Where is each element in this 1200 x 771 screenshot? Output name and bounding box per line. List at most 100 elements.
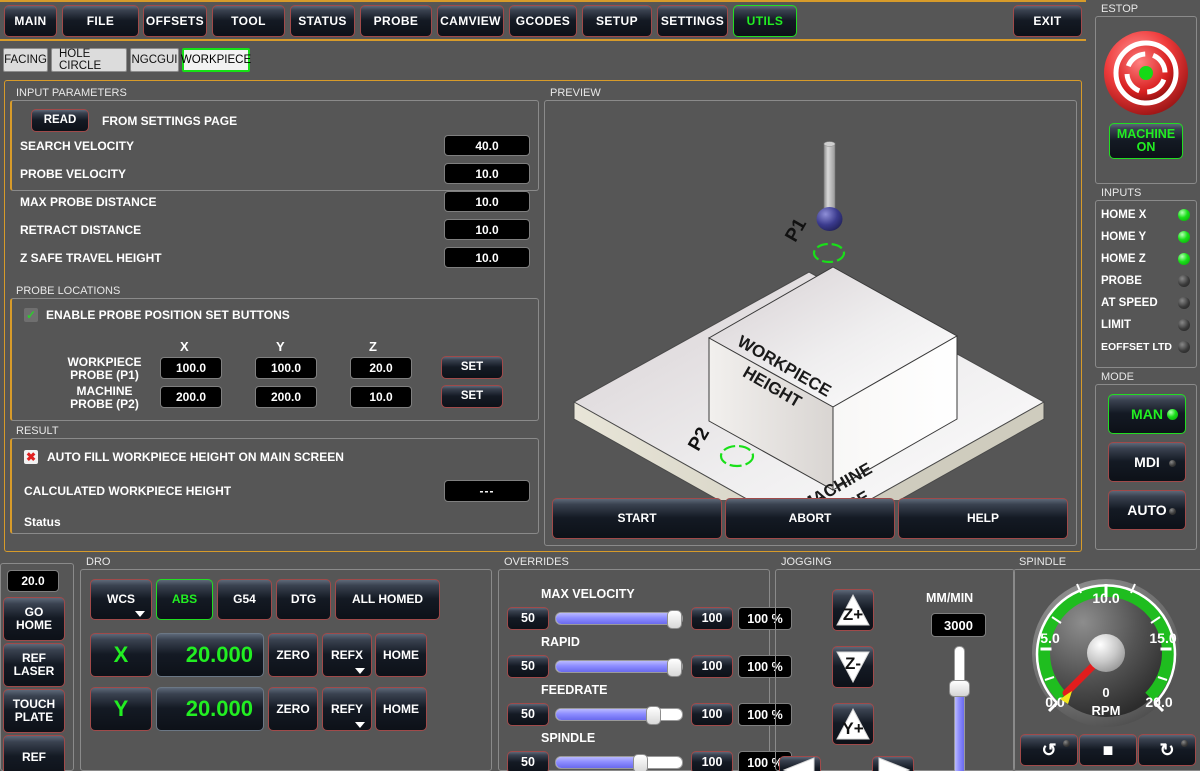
dro-button-wcs[interactable]: WCS (90, 579, 152, 620)
override-min-max-velocity[interactable]: 50 (507, 607, 549, 630)
nav-tab-file[interactable]: FILE (62, 5, 139, 37)
nav-tab-status[interactable]: STATUS (290, 5, 355, 37)
p2-set-button[interactable]: SET (441, 385, 503, 408)
jog-rate-slider-handle[interactable] (949, 680, 970, 697)
p2-y-field[interactable]: 200.0 (255, 386, 317, 408)
led-spindle-ccw (1063, 740, 1070, 747)
override-max-max-velocity[interactable]: 100 (691, 607, 733, 630)
dro-button-g54[interactable]: G54 (217, 579, 272, 620)
override-slider-max-velocity[interactable] (555, 610, 683, 629)
help-button[interactable]: HELP (898, 498, 1068, 539)
probe-velocity-field[interactable]: 10.0 (444, 163, 530, 184)
machine-on-button[interactable]: MACHINE ON (1109, 123, 1183, 159)
p2-x-field[interactable]: 200.0 (160, 386, 222, 408)
ref-button[interactable]: REF (3, 735, 65, 771)
dro-button-all-homed[interactable]: ALL HOMED (335, 579, 440, 620)
read-settings-button[interactable]: READ (31, 109, 89, 132)
workpiece-block (707, 266, 959, 491)
probe-tool (816, 141, 843, 231)
max-probe-distance-field[interactable]: 10.0 (444, 191, 530, 212)
jog-x-plus-button[interactable] (872, 756, 914, 771)
mode-button-auto[interactable]: AUTO (1108, 490, 1186, 530)
spindle-group: SPINDLE (1013, 555, 1200, 771)
jog-y-plus-button[interactable]: Y+ (832, 703, 874, 745)
jog-x-minus-button[interactable] (779, 756, 821, 771)
override-slider-feedrate[interactable] (555, 706, 683, 725)
dro-zero-x-button[interactable]: ZERO (268, 633, 318, 677)
spindle-cw-button[interactable]: ↻ (1138, 734, 1196, 766)
sub-tab-facing[interactable]: FACING (3, 48, 48, 72)
preview-group: PREVIEW (544, 86, 1077, 546)
autofill-checkbox-icon[interactable]: ✖ (24, 450, 38, 464)
estop-button-icon[interactable] (1100, 27, 1192, 119)
dro-button-abs[interactable]: ABS (156, 579, 213, 620)
nav-tab-utils[interactable]: UTILS (733, 5, 797, 37)
override-slider-rapid[interactable] (555, 658, 683, 677)
gauge-unit: RPM (1092, 703, 1121, 718)
nav-tab-setup[interactable]: SETUP (582, 5, 652, 37)
left-strip-value-field[interactable]: 20.0 (7, 570, 59, 592)
mode-button-mdi[interactable]: MDI (1108, 442, 1186, 482)
override-max-rapid[interactable]: 100 (691, 655, 733, 678)
mode-button-man[interactable]: MAN (1108, 394, 1186, 434)
override-max-feedrate[interactable]: 100 (691, 703, 733, 726)
start-button[interactable]: START (552, 498, 722, 539)
override-min-rapid[interactable]: 50 (507, 655, 549, 678)
nav-tab-probe[interactable]: PROBE (360, 5, 432, 37)
dro-zero-y-button[interactable]: ZERO (268, 687, 318, 731)
p1-set-button[interactable]: SET (441, 356, 503, 379)
override-min-spindle[interactable]: 50 (507, 751, 549, 771)
preview-label-p1: P1 (781, 215, 811, 246)
go-home-button[interactable]: GO HOME (3, 597, 65, 641)
p2-z-field[interactable]: 10.0 (350, 386, 412, 408)
ref-laser-button[interactable]: REF LASER (3, 643, 65, 687)
nav-tab-camview[interactable]: CAMVIEW (437, 5, 504, 37)
nav-tab-tool[interactable]: TOOL (212, 5, 285, 37)
max-probe-distance-label: MAX PROBE DISTANCE (20, 195, 157, 209)
dro-axis-label-x[interactable]: X (90, 633, 152, 677)
enable-probe-set-label: ENABLE PROBE POSITION SET BUTTONS (46, 308, 290, 322)
p1-z-field[interactable]: 20.0 (350, 357, 412, 379)
abort-button[interactable]: ABORT (725, 498, 895, 539)
triangle-up-icon: Z+ (836, 593, 870, 626)
dro-refx-button[interactable]: REFX (322, 633, 372, 677)
sub-tab-workpiece[interactable]: WORKPIECE (181, 48, 251, 72)
nav-tab-offsets[interactable]: OFFSETS (143, 5, 207, 37)
touch-plate-button[interactable]: TOUCH PLATE (3, 689, 65, 733)
dro-axis-label-y[interactable]: Y (90, 687, 152, 731)
override-max-spindle[interactable]: 100 (691, 751, 733, 771)
jog-z-minus-button[interactable]: Z- (832, 646, 874, 688)
autofill-row[interactable]: ✖ AUTO FILL WORKPIECE HEIGHT ON MAIN SCR… (24, 450, 344, 464)
nav-tab-main[interactable]: MAIN (4, 5, 57, 37)
chevron-down-icon (355, 668, 365, 674)
sub-tab-hole-circle[interactable]: HOLE CIRCLE (51, 48, 127, 72)
exit-button[interactable]: EXIT (1013, 5, 1082, 37)
dro-refy-button[interactable]: REFY (322, 687, 372, 731)
enable-probe-set-row[interactable]: ✓ ENABLE PROBE POSITION SET BUTTONS (24, 308, 290, 322)
p1-y-field[interactable]: 100.0 (255, 357, 317, 379)
override-min-feedrate[interactable]: 50 (507, 703, 549, 726)
jog-rate-slider[interactable] (954, 646, 965, 771)
dro-value-y[interactable]: 20.000 (156, 687, 264, 731)
spindle-ccw-button[interactable]: ↺ (1020, 734, 1078, 766)
gauge-value: 0 (1102, 685, 1109, 700)
sub-tab-ngcgui[interactable]: NGCGUI (130, 48, 179, 72)
nav-tab-gcodes[interactable]: GCODES (509, 5, 577, 37)
dro-home-y-button[interactable]: HOME (375, 687, 427, 731)
z-safe-travel-height-field[interactable]: 10.0 (444, 247, 530, 268)
preview-title: PREVIEW (550, 87, 601, 99)
retract-distance-field[interactable]: 10.0 (444, 219, 530, 240)
jog-rate-field[interactable]: 3000 (931, 613, 986, 637)
spindle-stop-button[interactable]: ■ (1079, 734, 1137, 766)
enable-probe-set-checkbox-icon[interactable]: ✓ (24, 308, 38, 322)
search-velocity-field[interactable]: 40.0 (444, 135, 530, 156)
override-slider-spindle[interactable] (555, 754, 683, 771)
dro-home-x-button[interactable]: HOME (375, 633, 427, 677)
nav-tab-settings[interactable]: SETTINGS (657, 5, 728, 37)
dro-button-dtg[interactable]: DTG (276, 579, 331, 620)
dro-value-x[interactable]: 20.000 (156, 633, 264, 677)
jog-z-plus-button[interactable]: Z+ (832, 589, 874, 631)
calculated-height-label: CALCULATED WORKPIECE HEIGHT (24, 484, 232, 498)
inputs-group: INPUTS HOME X HOME Y HOME Z PROBE AT SPE… (1095, 186, 1197, 368)
p1-x-field[interactable]: 100.0 (160, 357, 222, 379)
